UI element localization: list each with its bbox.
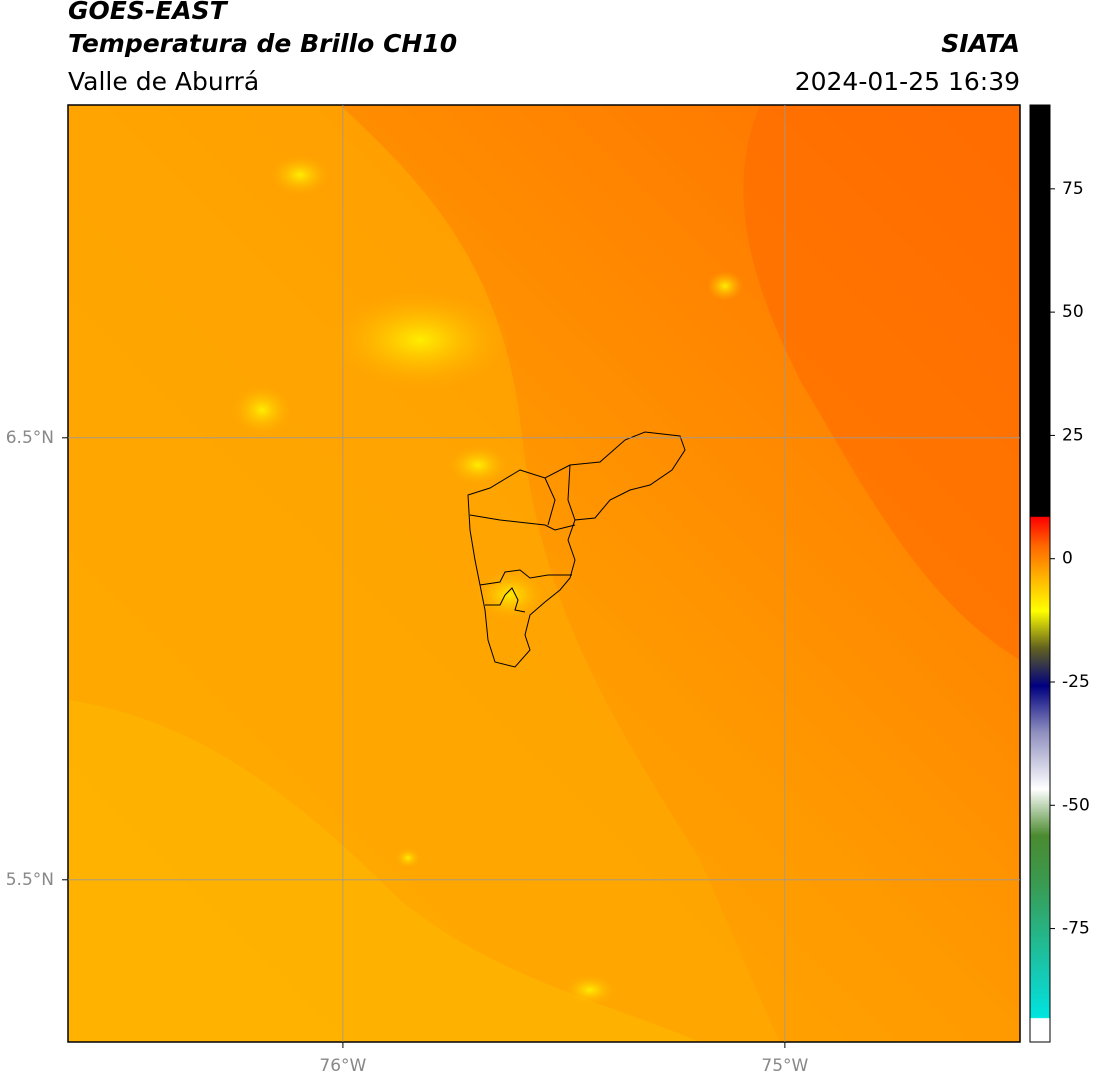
subtitle: Temperatura de Brillo CH10 bbox=[68, 29, 457, 58]
colorbar-label: -75 bbox=[1062, 919, 1090, 939]
colorbar-label: 0 bbox=[1062, 549, 1073, 569]
lat-label: 6.5°N bbox=[6, 428, 54, 448]
region: Valle de Aburrá bbox=[68, 67, 259, 96]
lon-label: 76°W bbox=[319, 1056, 366, 1076]
lat-label: 5.5°N bbox=[6, 870, 54, 890]
valley-outline bbox=[467, 431, 686, 668]
source: SIATA bbox=[941, 29, 1020, 58]
colorbar-label: -25 bbox=[1062, 672, 1090, 692]
colorbar-label: -50 bbox=[1062, 795, 1090, 815]
map-frame bbox=[67, 104, 1021, 1043]
colorbar-label: 75 bbox=[1062, 179, 1084, 199]
colorbar-label: 25 bbox=[1062, 425, 1084, 445]
title: GOES-EAST bbox=[68, 0, 229, 25]
datetime: 2024-01-25 16:39 bbox=[795, 67, 1020, 96]
colorbar bbox=[1029, 104, 1051, 1043]
colorbar-label: 50 bbox=[1062, 302, 1084, 322]
map-field bbox=[68, 105, 1020, 1042]
lon-label: 75°W bbox=[761, 1056, 808, 1076]
